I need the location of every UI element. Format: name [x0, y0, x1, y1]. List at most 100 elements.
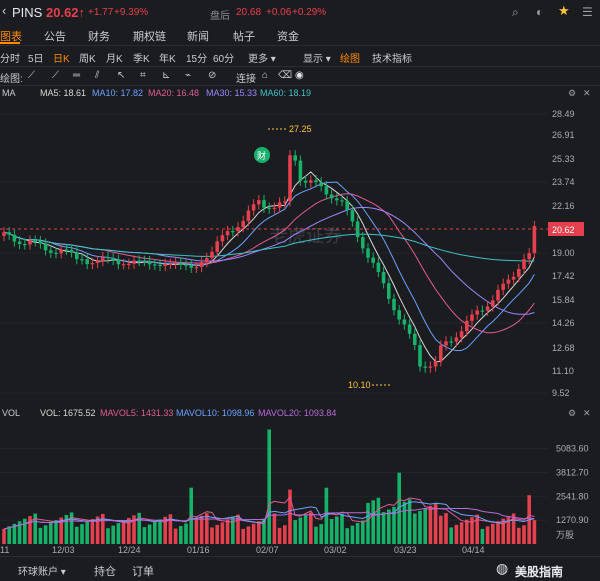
earnings-badge-text: 财 [257, 150, 266, 161]
account-switcher[interactable]: 环球账户 ▾ [18, 567, 66, 578]
volume-bar [75, 526, 79, 544]
candle-body [371, 257, 375, 263]
orders-tab[interactable]: 订单 [132, 566, 154, 578]
volume-bar [147, 524, 152, 544]
positions-tab[interactable]: 持仓 [94, 566, 116, 578]
candle-body [392, 298, 396, 311]
candle-body [231, 231, 235, 233]
price-chart[interactable]: 老虎证券 20.62 28.49 26.91 25.33 23.74 22.16 19.0… [0, 102, 600, 406]
brand-logo-icon: ◍ [496, 560, 509, 576]
tab-fund-flow[interactable]: 资金 [277, 31, 299, 43]
volume-bar [418, 510, 422, 544]
candle-body [428, 366, 433, 368]
price-axis-label: 15.84 [552, 295, 575, 305]
volume-bar [381, 512, 386, 544]
volume-bar [387, 509, 391, 544]
tab-options-chain[interactable]: 期权链 [133, 31, 166, 43]
tab-announcements[interactable]: 公告 [44, 31, 66, 43]
period-daily[interactable]: 日K [53, 54, 70, 65]
hline-tool-icon[interactable]: ═ [73, 70, 81, 81]
period-60min[interactable]: 60分 [213, 54, 235, 65]
candle-body [496, 289, 500, 301]
line-tool-icon[interactable]: ⟋ [28, 70, 35, 81]
text-tool-icon[interactable]: ⌁ [185, 70, 192, 81]
candle-body [236, 227, 240, 232]
volume-bar [2, 528, 6, 544]
display-options[interactable]: 显示 ▾ [303, 54, 331, 65]
search-icon[interactable]: ⌕ [512, 5, 519, 19]
period-more[interactable]: 更多 ▾ [248, 54, 276, 65]
contrast-icon[interactable]: ◐ [536, 5, 544, 19]
candle-body [49, 250, 53, 253]
volume-bar [449, 527, 453, 544]
volume-bar [194, 518, 199, 544]
period-yearly[interactable]: 年K [159, 54, 176, 65]
star-icon[interactable]: ★ [558, 3, 570, 18]
candle-body [12, 234, 17, 242]
lock-icon[interactable]: ⌂ [262, 70, 269, 81]
candle-body [376, 262, 381, 272]
volume-bar [225, 519, 230, 544]
vol-axis-unit: 万股 [556, 530, 574, 540]
volume-bar [257, 521, 261, 544]
period-weekly[interactable]: 周K [79, 54, 96, 65]
volume-bar [444, 513, 448, 544]
candle-body [319, 182, 323, 187]
mavol10-line [3, 501, 535, 530]
vol-close-icon[interactable]: ✕ [583, 408, 591, 418]
tab-chart[interactable]: 图表 [0, 31, 22, 43]
drawing-toolbar: 绘图: ⟋ ⟋ ═ ⫽ ↖ ⌗ ⊾ ⌁ ⊘ 连接 ⌂ ⌫ ◉ [0, 67, 600, 86]
draw-toggle[interactable]: 绘图 [340, 54, 360, 65]
volume-bar [106, 528, 110, 544]
eye-icon[interactable]: ◉ [295, 70, 304, 81]
period-bar: 分时 5日 日K 周K 月K 季K 年K 15分 60分 更多 ▾ 显示 ▾ 绘… [0, 46, 600, 67]
candle-body [506, 279, 511, 284]
ma-close-icon[interactable]: ✕ [583, 88, 591, 98]
channel-tool-icon[interactable]: ⫽ [95, 70, 100, 81]
arrow-tool-icon[interactable]: ↖ [117, 70, 126, 81]
back-icon[interactable]: ‹ [2, 3, 7, 18]
period-quarterly[interactable]: 季K [133, 54, 150, 65]
period-15min[interactable]: 15分 [186, 54, 208, 65]
ma-label[interactable]: MA [2, 88, 16, 98]
volume-bar [80, 524, 84, 544]
candle-body [7, 232, 11, 235]
low-label: 10.10 [348, 380, 371, 390]
vol-label[interactable]: VOL [2, 408, 21, 418]
delete-icon[interactable]: ⌫ [278, 70, 293, 81]
candle-body [90, 263, 95, 265]
volume-bar [121, 520, 126, 544]
ray-tool-icon[interactable]: ⟋ [52, 70, 59, 81]
tab-news[interactable]: 新闻 [187, 31, 209, 43]
date-axis-label: 03/02 [324, 545, 347, 555]
candle-body [277, 202, 282, 208]
candle-body [168, 263, 173, 266]
volume-bar [153, 521, 157, 544]
volume-chart[interactable]: 5083.60 3812.70 2541.80 1270.90 万股 11 12/03 12… [0, 422, 600, 556]
volume-bar [459, 522, 464, 544]
ma10-value: MA10: 17.82 [92, 88, 144, 98]
period-intraday[interactable]: 分时 [0, 54, 20, 65]
candle-body [465, 320, 469, 332]
earnings-badge-icon[interactable] [254, 147, 270, 163]
tab-posts[interactable]: 帖子 [233, 31, 255, 43]
vol-settings-icon[interactable]: ⚙ [568, 408, 577, 418]
volume-bar [210, 527, 214, 544]
measure-tool-icon[interactable]: ⊾ [162, 70, 171, 81]
candle-body [314, 180, 318, 183]
date-axis-label: 01/16 [187, 545, 210, 555]
period-monthly[interactable]: 月K [106, 54, 123, 65]
period-5d[interactable]: 5日 [28, 54, 44, 65]
link-label[interactable]: 连接 [236, 74, 256, 85]
candle-body [283, 201, 287, 203]
tab-financials[interactable]: 财务 [88, 31, 110, 43]
candle-body [418, 345, 422, 367]
menu-icon[interactable]: ☰ [582, 5, 593, 19]
ma-settings-icon[interactable]: ⚙ [568, 88, 577, 98]
candle-body [189, 265, 193, 268]
magnet-icon[interactable]: ⊘ [208, 70, 217, 81]
fib-tool-icon[interactable]: ⌗ [140, 70, 146, 81]
indicators[interactable]: 技术指标 [372, 54, 412, 65]
volume-bar [501, 518, 505, 544]
volume-bar [392, 506, 396, 544]
